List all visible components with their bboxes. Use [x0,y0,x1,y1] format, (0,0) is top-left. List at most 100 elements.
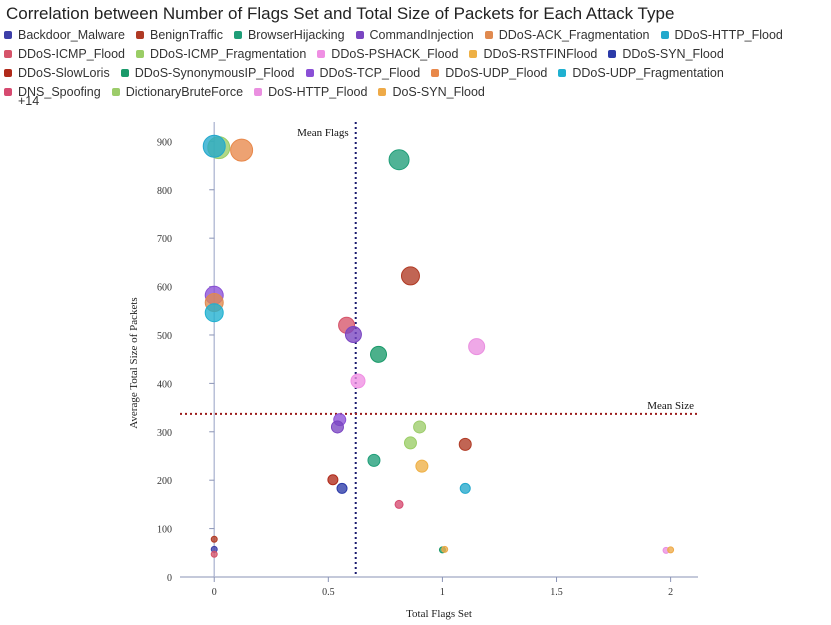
legend-label: DDoS-HTTP_Flood [674,28,783,42]
legend-swatch [305,69,314,77]
legend-item[interactable]: DoS-SYN_Flood [378,85,485,99]
legend-swatch [233,31,242,39]
y-tick-label: 100 [157,525,172,536]
legend-swatch [355,31,364,39]
legend-label: DDoS-SynonymousIP_Flood [134,66,295,80]
y-tick-label: 0 [167,573,172,584]
legend-item[interactable]: Backdoor_Malware [4,28,125,42]
data-point [459,482,471,494]
data-point [667,546,675,554]
data-point [210,550,218,558]
data-point [367,453,381,467]
y-axis-label: Average Total Size of Packets [128,297,140,428]
legend-item[interactable]: DDoS-ICMP_Fragmentation [135,47,307,61]
legend-swatch [120,69,129,77]
legend-swatch [660,31,669,39]
legend-swatch [135,50,144,58]
x-tick-label: 1 [440,587,445,598]
legend-item[interactable]: DoS-HTTP_Flood [254,85,367,99]
legend-item[interactable]: CommandInjection [355,28,474,42]
data-point [388,149,410,171]
y-tick-label: 900 [157,137,172,148]
data-point [330,420,344,434]
x-tick-label: 1.5 [550,587,563,598]
legend-label: DoS-SYN_Flood [392,85,485,99]
legend-label: DDoS-UDP_Fragmentation [572,66,724,80]
legend-item[interactable]: DDoS-ICMP_Flood [4,47,125,61]
legend-swatch [136,31,144,39]
legend-item[interactable]: DDoS-HTTP_Flood [660,28,783,42]
legend-item[interactable]: DDoS-UDP_Fragmentation [558,66,724,80]
data-point [327,474,339,486]
y-tick-label: 500 [157,331,172,342]
data-point [344,325,362,343]
legend-swatch [4,50,12,58]
x-tick-label: 2 [668,587,673,598]
data-point [394,499,404,509]
data-point [350,373,366,389]
data-point [468,338,486,356]
legend-label: DDoS-ACK_Fragmentation [498,28,650,42]
legend-item[interactable]: DDoS-PSHACK_Flood [317,47,458,61]
y-tick-label: 800 [157,186,172,197]
legend-more-button[interactable]: +14 [18,94,40,108]
chart-legend: Backdoor_Malware BenignTraffic BrowserHija… [4,28,826,99]
legend-swatch [4,88,12,96]
legend-item[interactable]: DDoS-RSTFINFlood [469,47,597,61]
x-tick-label: 0.5 [322,587,335,598]
y-tick-label: 400 [157,379,172,390]
legend-label: BenignTraffic [150,28,223,42]
legend-item[interactable]: DictionaryBruteForce [111,85,244,99]
y-tick-label: 700 [157,234,172,245]
x-axis-label: Total Flags Set [406,608,472,620]
data-point [202,134,226,158]
legend-label: Backdoor_Malware [18,28,125,42]
legend-item[interactable]: DDoS-UDP_Flood [431,66,547,80]
legend-swatch [4,69,12,77]
legend-label: DoS-HTTP_Flood [268,85,368,99]
y-tick-label: 300 [157,428,172,439]
mean-size-label: Mean Size [647,400,694,412]
legend-label: DDoS-SlowLoris [18,66,110,80]
data-point [403,436,417,450]
legend-item[interactable]: DDoS-SlowLoris [4,66,110,80]
legend-item[interactable]: BenignTraffic [136,28,223,42]
data-point [210,535,218,543]
legend-item[interactable]: DDoS-ACK_Fragmentation [484,28,650,42]
legend-swatch [608,50,617,58]
legend-item[interactable]: DNS_Spoofing [4,85,101,99]
legend-label: DDoS-SYN_Flood [622,47,724,61]
data-point [370,345,388,363]
y-tick-label: 200 [157,476,172,487]
legend-label: DDoS-TCP_Flood [319,66,421,80]
legend-label: DictionaryBruteForce [125,85,244,99]
data-point [458,437,472,451]
legend-item[interactable]: BrowserHijacking [233,28,345,42]
legend-label: BrowserHijacking [247,28,345,42]
legend-label: DDoS-UDP_Flood [445,66,548,80]
data-point [415,459,429,473]
x-tick-label: 0 [212,587,217,598]
legend-swatch [558,69,567,77]
legend-item[interactable]: DDoS-SynonymousIP_Flood [120,66,295,80]
legend-item[interactable]: DDoS-TCP_Flood [305,66,421,80]
legend-label: DDoS-ICMP_Fragmentation [149,47,307,61]
legend-label: CommandInjection [369,28,474,42]
legend-item[interactable]: DDoS-SYN_Flood [608,47,724,61]
data-point [400,266,420,286]
legend-swatch [484,31,493,39]
legend-label: DNS_Spoofing [18,85,101,99]
data-point [230,138,254,162]
legend-swatch [4,31,12,39]
chart-title: Correlation between Number of Flags Set … [6,4,675,23]
data-point [204,303,224,323]
legend-label: DDoS-ICMP_Flood [18,47,125,61]
data-point [413,420,427,434]
mean-flags-label: Mean Flags [297,127,349,139]
data-point [336,482,348,494]
y-tick-label: 600 [157,283,172,294]
legend-swatch [317,50,326,58]
legend-swatch [111,88,120,96]
legend-swatch [254,88,263,96]
